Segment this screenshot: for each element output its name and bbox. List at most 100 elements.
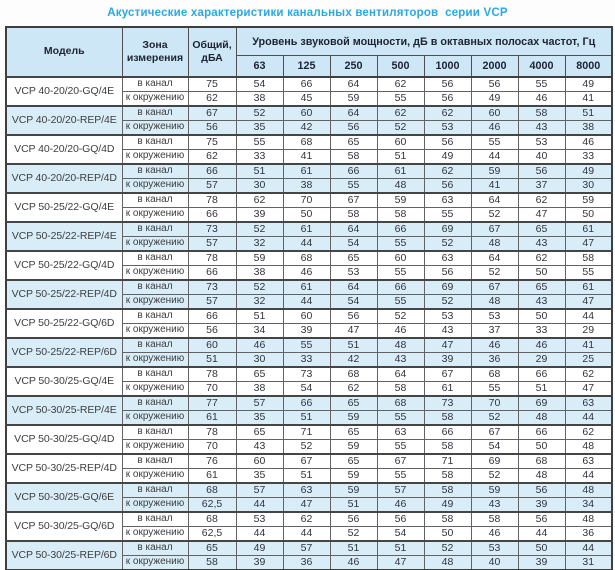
- band-500-cell: 52: [376, 120, 425, 136]
- total-dba-cell: 70: [187, 439, 237, 455]
- band-125-cell: 61: [282, 221, 331, 237]
- band-63-cell: 38: [235, 381, 284, 397]
- total-dba-cell: 66: [187, 163, 237, 179]
- band-8000-cell: 44: [564, 308, 613, 324]
- band-4000-cell: 66: [517, 424, 566, 440]
- band-63-cell: 49: [235, 540, 284, 556]
- table-row-to-surroundings: к окружению 57 32 44 54 55 52 48 43 47: [6, 236, 613, 252]
- band-250-cell: 58: [329, 149, 378, 165]
- band-63-cell: 32: [235, 236, 284, 252]
- band-8000-cell: 63: [564, 395, 613, 411]
- band-8000-cell: 49: [564, 163, 613, 179]
- band-63-cell: 62: [235, 192, 284, 208]
- zone-cell: к окружению: [121, 265, 189, 281]
- model-cell: VCP 40-20/20-GQ/4E: [5, 76, 123, 107]
- band-1000-cell: 58: [423, 511, 472, 527]
- band-250-cell: 59: [329, 468, 378, 484]
- band-250-cell: 65: [329, 250, 378, 266]
- band-1000-cell: 67: [423, 366, 472, 382]
- header-sound-power-level: Уровень звуковой мощности, дБ в октавных…: [235, 26, 613, 56]
- model-cell: VCP 40-20/20-REP/4E: [5, 105, 123, 136]
- band-1000-cell: 56: [423, 134, 472, 150]
- band-8000-cell: 49: [564, 76, 613, 92]
- band-8000-cell: 30: [564, 178, 613, 194]
- band-4000-cell: 68: [517, 453, 566, 469]
- band-1000-cell: 62: [423, 105, 472, 121]
- band-4000-cell: 50: [517, 308, 566, 324]
- band-8000-cell: 51: [564, 105, 613, 121]
- band-500-cell: 55: [376, 236, 425, 252]
- band-1000-cell: 73: [423, 395, 472, 411]
- band-500-cell: 62: [376, 76, 425, 92]
- band-125-cell: 38: [282, 178, 331, 194]
- band-250-cell: 64: [329, 76, 378, 92]
- band-8000-cell: 48: [564, 511, 613, 527]
- band-125-cell: 41: [282, 149, 331, 165]
- band-250-cell: 65: [329, 424, 378, 440]
- band-63-cell: 52: [235, 105, 284, 121]
- table-row-to-surroundings: к окружению 66 38 46 53 55 56 52 50 55: [6, 265, 613, 281]
- zone-cell: в канал: [121, 250, 189, 266]
- acoustic-characteristics-table: Модель Зона измерения Общий, дБА Уровень…: [5, 26, 614, 570]
- header-freq-2000: 2000: [470, 55, 519, 78]
- band-2000-cell: 55: [470, 381, 519, 397]
- band-2000-cell: 43: [470, 497, 519, 513]
- band-125-cell: 33: [282, 352, 331, 368]
- table-row-to-surroundings: к окружению 62 38 45 59 55 56 49 46 41: [6, 91, 613, 107]
- band-1000-cell: 58: [423, 439, 472, 455]
- band-8000-cell: 38: [564, 120, 613, 136]
- total-dba-cell: 75: [187, 134, 237, 150]
- zone-cell: к окружению: [121, 294, 189, 310]
- band-125-cell: 45: [282, 91, 331, 107]
- band-2000-cell: 67: [470, 221, 519, 237]
- band-500-cell: 55: [376, 91, 425, 107]
- band-63-cell: 39: [235, 207, 284, 223]
- band-500-cell: 68: [376, 395, 425, 411]
- band-8000-cell: 47: [564, 294, 613, 310]
- model-cell: VCP 40-20/20-GQ/4D: [5, 134, 123, 165]
- band-2000-cell: 67: [470, 279, 519, 295]
- band-125-cell: 66: [282, 395, 331, 411]
- band-1000-cell: 49: [423, 149, 472, 165]
- band-2000-cell: 49: [470, 91, 519, 107]
- band-63-cell: 44: [235, 497, 284, 513]
- band-500-cell: 58: [376, 207, 425, 223]
- band-4000-cell: 56: [517, 482, 566, 498]
- band-8000-cell: 41: [564, 337, 613, 353]
- total-dba-cell: 76: [187, 453, 237, 469]
- band-8000-cell: 62: [564, 424, 613, 440]
- band-500-cell: 46: [376, 323, 425, 339]
- band-8000-cell: 58: [564, 250, 613, 266]
- total-dba-cell: 75: [187, 76, 237, 92]
- band-4000-cell: 43: [517, 236, 566, 252]
- band-500-cell: 63: [376, 424, 425, 440]
- zone-cell: к окружению: [121, 526, 189, 542]
- band-125-cell: 73: [282, 366, 331, 382]
- band-4000-cell: 51: [517, 381, 566, 397]
- zone-cell: к окружению: [121, 497, 189, 513]
- table-row-in-duct: VCP 50-30/25-GQ/6E в канал 68 57 63 59 57 58 59 5…: [5, 482, 613, 513]
- band-500-cell: 66: [376, 221, 425, 237]
- band-500-cell: 47: [376, 555, 425, 570]
- band-63-cell: 35: [235, 120, 284, 136]
- model-cell: VCP 40-20/20-REP/4D: [5, 163, 123, 194]
- band-4000-cell: 39: [517, 497, 566, 513]
- band-8000-cell: 48: [564, 482, 613, 498]
- band-250-cell: 54: [329, 236, 378, 252]
- band-2000-cell: 48: [470, 294, 519, 310]
- zone-cell: к окружению: [121, 178, 189, 194]
- total-dba-cell: 61: [187, 410, 237, 426]
- band-63-cell: 57: [235, 482, 284, 498]
- band-1000-cell: 62: [423, 163, 472, 179]
- band-250-cell: 64: [329, 105, 378, 121]
- total-dba-cell: 73: [187, 279, 237, 295]
- band-2000-cell: 59: [470, 163, 519, 179]
- header-freq-250: 250: [329, 55, 378, 78]
- total-dba-cell: 67: [187, 105, 237, 121]
- band-8000-cell: 62: [564, 366, 613, 382]
- band-2000-cell: 41: [470, 178, 519, 194]
- frequency-header-row: 63 125 250 500 1000 2000 4000 8000: [6, 55, 613, 78]
- band-4000-cell: 44: [517, 526, 566, 542]
- band-63-cell: 39: [235, 555, 284, 570]
- band-4000-cell: 55: [517, 76, 566, 92]
